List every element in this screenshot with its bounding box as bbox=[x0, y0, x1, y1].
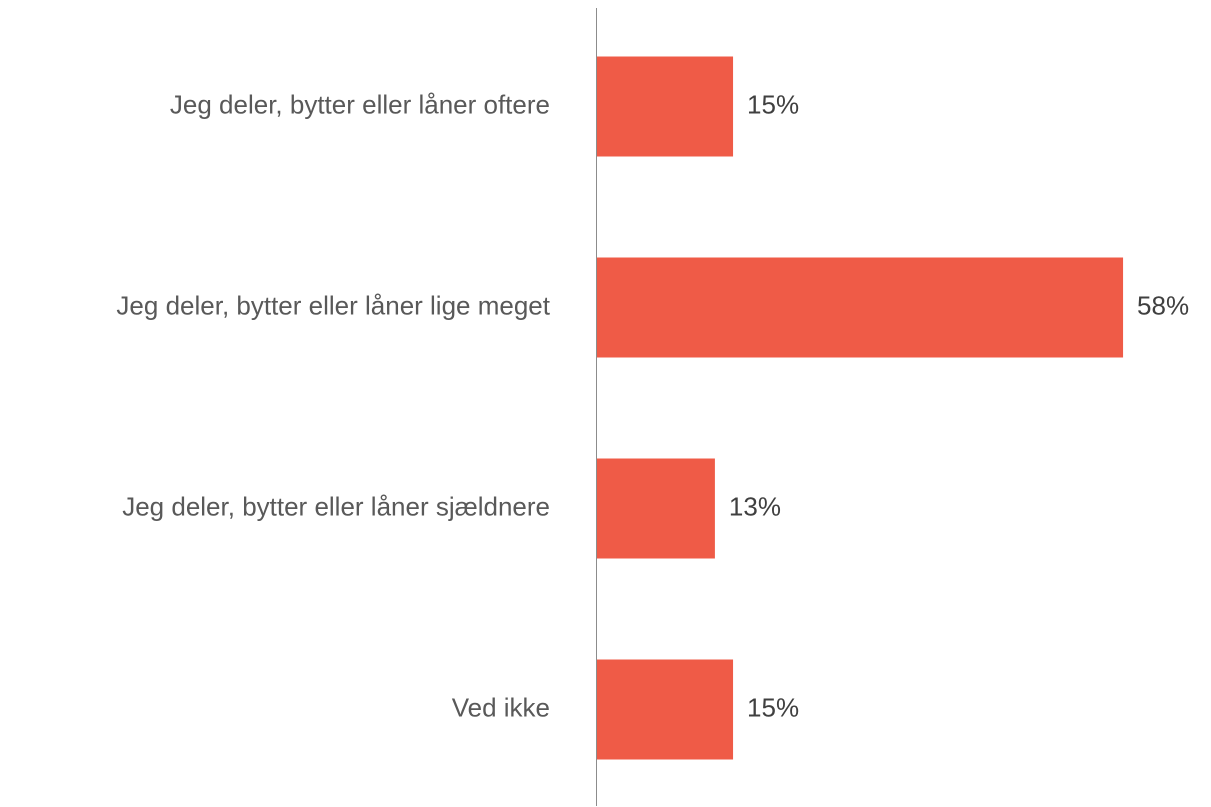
bar bbox=[597, 458, 715, 559]
value-label: 58% bbox=[1137, 290, 1189, 320]
value-label: 15% bbox=[747, 692, 799, 722]
category-label: Jeg deler, bytter eller låner oftere bbox=[170, 89, 550, 119]
value-label: 15% bbox=[747, 89, 799, 119]
bar bbox=[597, 56, 734, 157]
bar bbox=[597, 257, 1124, 358]
category-label: Jeg deler, bytter eller låner lige meget bbox=[116, 290, 550, 320]
value-label: 13% bbox=[729, 491, 781, 521]
category-label: Jeg deler, bytter eller låner sjældnere bbox=[122, 491, 550, 521]
category-label: Ved ikke bbox=[452, 692, 550, 722]
bar bbox=[597, 659, 734, 760]
